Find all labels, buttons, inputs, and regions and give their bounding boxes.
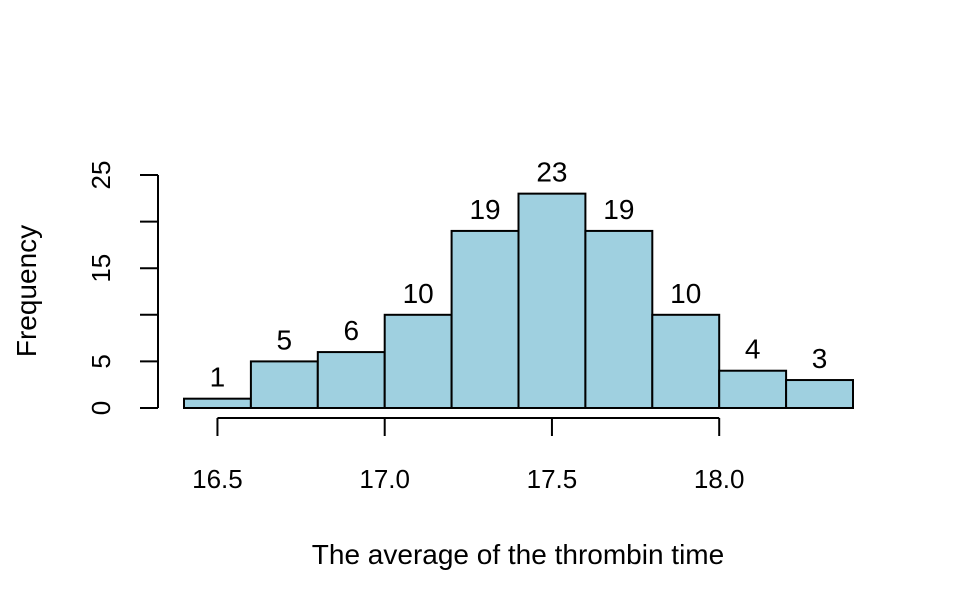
y-tick-label: 15 [86, 254, 116, 283]
bar-value-label: 23 [536, 157, 567, 188]
bar-value-label: 5 [277, 324, 293, 355]
histogram-bar [584, 229, 654, 409]
x-tick-label: 16.5 [192, 464, 243, 494]
histogram-bar [517, 192, 587, 409]
histogram-bar [316, 351, 386, 409]
y-tick-label: 0 [86, 401, 116, 415]
histogram-bar [383, 313, 453, 409]
bar-value-label: 19 [469, 194, 500, 225]
bars-group [183, 192, 854, 410]
bar-value-label: 4 [745, 334, 761, 365]
histogram-bar [651, 313, 721, 409]
x-axis: 16.5 17.0 17.5 18.0 [192, 417, 745, 494]
y-axis-title: Frequency [11, 225, 42, 357]
bar-value-label: 1 [210, 362, 226, 393]
bar-value-label: 3 [812, 343, 828, 374]
histogram-bar [718, 369, 788, 409]
bar-value-label: 10 [403, 278, 434, 309]
histogram-bar [249, 360, 319, 409]
y-tick-label: 5 [86, 354, 116, 368]
y-axis: 0 5 15 25 [86, 161, 159, 415]
bar-value-label: 10 [670, 278, 701, 309]
x-tick-label: 17.0 [359, 464, 410, 494]
histogram-bar [450, 229, 520, 409]
x-tick-label: 17.5 [527, 464, 578, 494]
y-tick-label: 25 [86, 161, 116, 190]
x-axis-title: The average of the thrombin time [312, 539, 724, 570]
x-tick-label: 18.0 [694, 464, 745, 494]
bar-value-label: 19 [603, 194, 634, 225]
bar-value-label: 6 [343, 315, 359, 346]
data-labels-group: 1 5 6 10 19 23 19 10 4 3 [210, 157, 828, 393]
histogram-bar [785, 379, 854, 410]
histogram-bar [183, 397, 252, 409]
